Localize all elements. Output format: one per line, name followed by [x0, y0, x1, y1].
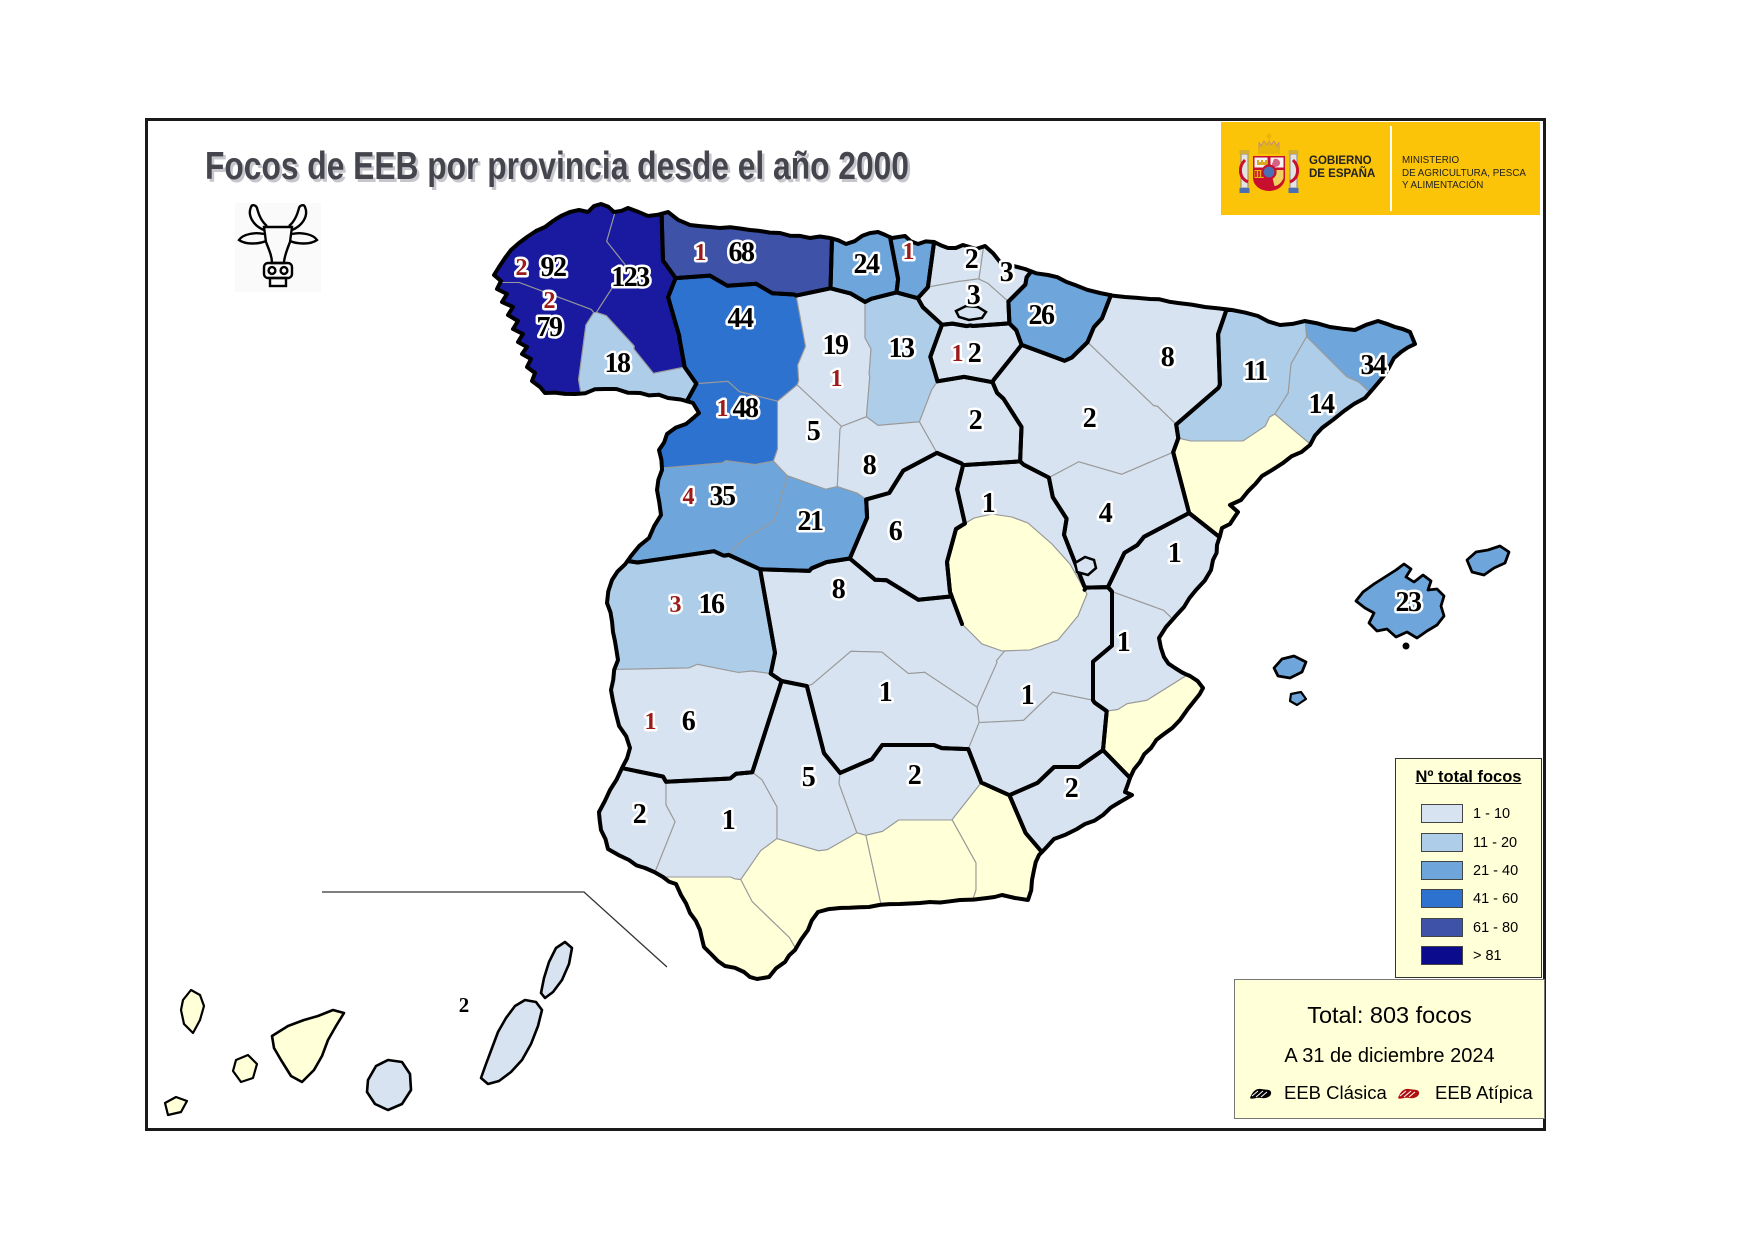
svg-text:18: 18: [605, 348, 632, 379]
svg-text:14: 14: [1309, 389, 1336, 420]
svg-text:1: 1: [903, 239, 914, 265]
svg-text:6: 6: [682, 706, 696, 737]
svg-text:13: 13: [889, 333, 916, 364]
svg-text:2: 2: [516, 255, 527, 281]
svg-text:35: 35: [710, 481, 736, 512]
svg-text:6: 6: [889, 516, 903, 547]
svg-text:2: 2: [965, 244, 978, 275]
svg-text:3: 3: [967, 280, 981, 311]
svg-text:11: 11: [1243, 356, 1267, 387]
svg-text:2: 2: [544, 288, 555, 314]
svg-text:26: 26: [1029, 300, 1056, 331]
svg-text:123: 123: [611, 262, 650, 293]
svg-text:34: 34: [1361, 350, 1388, 381]
svg-text:1: 1: [831, 366, 842, 392]
svg-text:1: 1: [717, 396, 728, 422]
svg-text:4: 4: [683, 484, 695, 510]
svg-text:1: 1: [982, 488, 995, 519]
svg-text:21: 21: [798, 506, 824, 537]
svg-text:44: 44: [728, 303, 755, 334]
svg-text:16: 16: [699, 589, 726, 620]
svg-text:1: 1: [1117, 627, 1130, 658]
svg-text:2: 2: [969, 405, 982, 436]
svg-text:2: 2: [908, 760, 921, 791]
svg-text:19: 19: [823, 330, 849, 361]
svg-text:5: 5: [807, 416, 820, 447]
svg-text:1: 1: [879, 677, 892, 708]
svg-text:2: 2: [1065, 773, 1078, 804]
svg-text:2: 2: [633, 799, 646, 830]
svg-text:24: 24: [854, 249, 881, 280]
svg-text:1: 1: [952, 341, 963, 367]
svg-text:3: 3: [1000, 257, 1014, 288]
svg-text:3: 3: [670, 592, 682, 618]
svg-text:5: 5: [802, 762, 815, 793]
svg-text:4: 4: [1099, 498, 1113, 529]
svg-text:1: 1: [695, 240, 706, 266]
svg-text:1: 1: [645, 709, 656, 735]
svg-text:23: 23: [1396, 587, 1423, 618]
svg-text:8: 8: [832, 574, 846, 605]
svg-text:1: 1: [1021, 680, 1034, 711]
svg-text:8: 8: [863, 450, 877, 481]
svg-text:2: 2: [1083, 403, 1096, 434]
svg-text:2: 2: [968, 338, 981, 369]
svg-text:68: 68: [729, 237, 756, 268]
svg-text:2: 2: [459, 993, 470, 1017]
svg-text:92: 92: [541, 252, 567, 283]
svg-text:1: 1: [722, 805, 735, 836]
svg-text:79: 79: [537, 312, 563, 343]
svg-text:8: 8: [1161, 342, 1175, 373]
svg-text:48: 48: [733, 393, 760, 424]
svg-text:1: 1: [1168, 538, 1181, 569]
